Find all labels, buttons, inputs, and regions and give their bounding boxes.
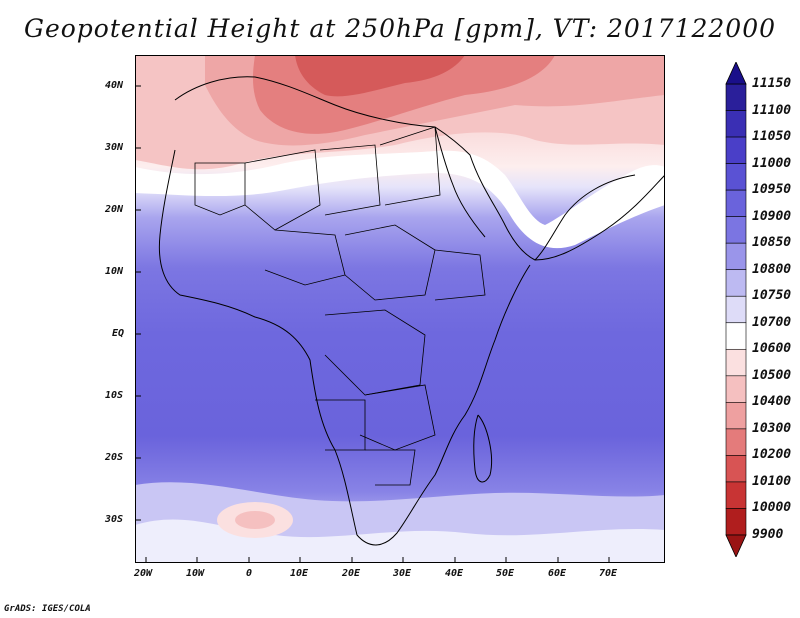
colorbar-swatch xyxy=(725,242,747,271)
colorbar-level-label: 11050 xyxy=(752,129,792,145)
colorbar-level-label: 11000 xyxy=(752,155,792,171)
colorbar-swatch xyxy=(725,375,747,403)
colorbar-level-label: 11150 xyxy=(752,76,792,91)
coastlines xyxy=(158,76,665,546)
lon-label-40e: 40E xyxy=(445,568,464,579)
colorbar-level-label: 10750 xyxy=(752,288,792,304)
colorbar-level-label: 10600 xyxy=(752,341,792,357)
lat-label-10n: 10N xyxy=(105,266,124,277)
colorbar-swatches xyxy=(725,83,747,536)
lon-label-50e: 50E xyxy=(496,568,515,579)
lon-label-30e: 30E xyxy=(393,568,412,579)
southern-white-trough xyxy=(135,519,665,563)
colorbar-level-label: 10500 xyxy=(752,367,792,383)
colorbar-level-label: 10200 xyxy=(752,447,792,463)
colorbar-swatch xyxy=(725,269,747,297)
map-title: Geopotential Height at 250hPa [gpm], VT:… xyxy=(23,14,777,43)
axis-ticks xyxy=(135,85,610,563)
colorbar-swatch xyxy=(725,83,747,111)
borders xyxy=(194,126,486,486)
colorbar-swatch xyxy=(725,481,747,509)
colorbar-swatch xyxy=(725,508,747,536)
colorbar-swatch xyxy=(725,348,747,377)
colorbar-swatch xyxy=(725,163,747,191)
grads-credit: GrADS: IGES/COLA xyxy=(4,604,91,614)
lat-label-eq: EQ xyxy=(112,328,125,339)
colorbar-swatch xyxy=(725,455,747,483)
colorbar-level-label: 10800 xyxy=(752,261,792,277)
colorbar-top-arrow xyxy=(725,62,747,85)
colorbar-swatch xyxy=(725,322,747,350)
lat-label-20n: 20N xyxy=(105,204,124,215)
colorbar-swatch xyxy=(725,216,747,244)
colorbar xyxy=(725,62,747,557)
colorbar-swatch xyxy=(725,110,747,138)
map-frame xyxy=(135,55,665,563)
colorbar-level-label: 11100 xyxy=(752,102,792,118)
colorbar-level-label: 10400 xyxy=(752,394,792,410)
geopotential-map xyxy=(135,55,665,563)
colorbar-bottom-arrow xyxy=(725,534,747,557)
colorbar-swatch xyxy=(725,189,747,217)
lon-label-70e: 70E xyxy=(599,568,618,579)
colorbar-swatch xyxy=(725,295,747,324)
lon-label-20e: 20E xyxy=(342,568,361,579)
subtropical-white-band xyxy=(135,150,665,249)
lat-label-30n: 30N xyxy=(105,142,124,153)
lat-label-20s: 20S xyxy=(105,452,124,463)
colorbar-swatch xyxy=(725,428,747,456)
colorbar-level-label: 10950 xyxy=(752,182,792,198)
colorbar-level-label: 10850 xyxy=(752,235,792,251)
lon-label-10w: 10W xyxy=(186,568,205,579)
colorbar-level-label: 10700 xyxy=(752,314,792,330)
lon-label-60e: 60E xyxy=(548,568,567,579)
north-ridge-core xyxy=(295,55,465,97)
lon-label-0: 0 xyxy=(246,568,253,579)
colorbar-level-label: 10900 xyxy=(752,208,792,224)
lon-label-20w: 20W xyxy=(134,568,153,579)
colorbar-level-label: 10000 xyxy=(752,500,792,516)
south-atlantic-ridge-core xyxy=(235,511,275,529)
lat-label-30s: 30S xyxy=(105,514,124,525)
colorbar-swatch xyxy=(725,402,747,430)
lat-label-10s: 10S xyxy=(105,390,124,401)
lat-label-40n: 40N xyxy=(105,80,124,91)
colorbar-level-label: 10100 xyxy=(752,473,792,489)
colorbar-level-label: 9900 xyxy=(752,527,784,542)
colorbar-swatch xyxy=(725,136,747,164)
lon-label-10e: 10E xyxy=(290,568,309,579)
colorbar-level-label: 10300 xyxy=(752,420,792,436)
